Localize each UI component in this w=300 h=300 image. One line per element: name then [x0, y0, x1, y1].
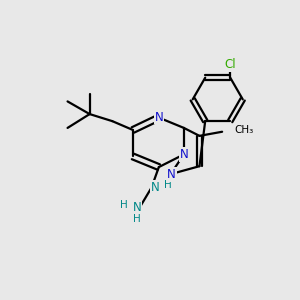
Text: H: H — [120, 200, 128, 210]
Text: N: N — [151, 181, 159, 194]
Text: N: N — [132, 201, 141, 214]
Text: Cl: Cl — [224, 58, 236, 71]
Text: N: N — [180, 148, 189, 161]
Text: H: H — [133, 214, 141, 224]
Text: H: H — [164, 180, 172, 190]
Text: N: N — [154, 110, 163, 124]
Text: CH₃: CH₃ — [235, 125, 254, 135]
Text: N: N — [167, 168, 176, 181]
